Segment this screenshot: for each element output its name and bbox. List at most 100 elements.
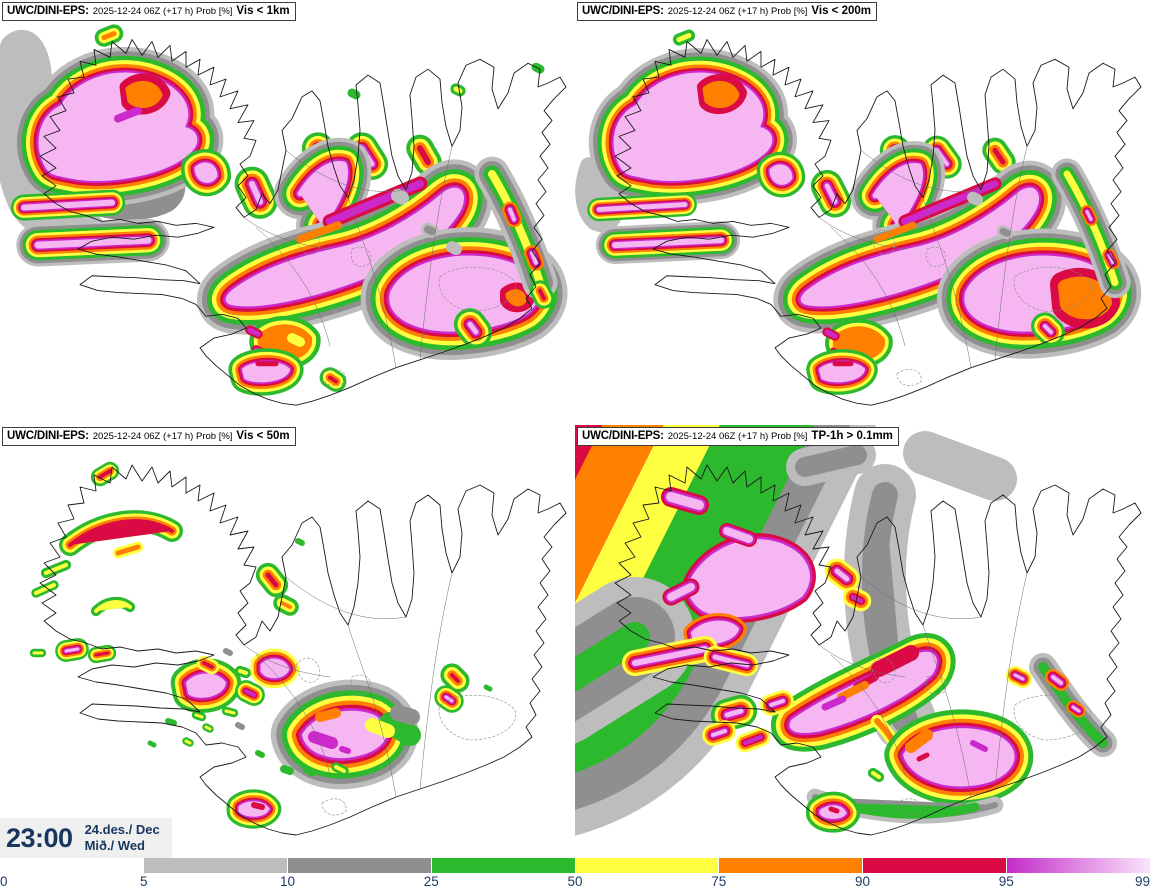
map-panel-vis-200m: UWC/DINI-EPS: 2025-12-24 06Z (+17 h) Pro… <box>575 0 1150 425</box>
region-boundary <box>860 576 982 620</box>
contour-band-p90 <box>871 645 919 677</box>
contour-band-p95 <box>308 731 338 749</box>
colorbar-tick-label: 75 <box>711 874 727 889</box>
model-label: UWC/DINI-EPS: <box>582 430 664 442</box>
colorbar-tick-label: 90 <box>854 874 871 889</box>
contour-band-p50 <box>238 669 248 675</box>
contour-band-p50 <box>44 563 68 575</box>
contour-band-p50 <box>34 583 56 595</box>
contour-band-p99 <box>596 202 688 213</box>
contour-band-p90 <box>992 147 1006 165</box>
contour-band-p75 <box>315 708 341 722</box>
map-panel-tp-1h: UWC/DINI-EPS: 2025-12-24 06Z (+17 h) Pro… <box>575 425 1150 855</box>
variable-label: Vis < 1km <box>236 5 290 17</box>
colorbar-tick-label: 25 <box>423 874 439 889</box>
map-svg-vis-200m <box>575 29 1142 406</box>
region-boundary <box>818 644 906 678</box>
contour-band-p75 <box>115 544 141 556</box>
contour-band-p75 <box>873 221 917 243</box>
colorbar-segment <box>718 858 863 873</box>
glacier-outline <box>295 657 321 683</box>
valid-time-date: 24.des./ Dec Mið./ Wed <box>85 822 160 855</box>
model-label: UWC/DINI-EPS: <box>7 430 89 442</box>
glacier-outline <box>870 657 896 683</box>
glacier-outline <box>1013 266 1092 312</box>
region-boundary <box>243 217 331 250</box>
variable-label: TP-1h > 0.1mm <box>811 430 893 442</box>
glacier-outline <box>925 674 947 695</box>
contour-band-p10 <box>390 705 420 725</box>
probability-field <box>575 425 1117 836</box>
probability-colorbar: 0 5 10 25 50 75 90 95 99 <box>0 857 1150 891</box>
region-boundary <box>347 624 397 798</box>
region-boundary <box>994 146 1028 361</box>
contour-band-p99 <box>1051 675 1063 685</box>
contour-band-p10 <box>795 445 867 477</box>
glacier-outline <box>896 798 922 816</box>
colorbar-labels: 0 5 10 25 50 75 90 95 99 <box>0 874 1150 891</box>
contour-band-p90 <box>202 661 214 669</box>
contour-band-p50 <box>871 771 881 779</box>
contour-band-p90 <box>98 469 112 479</box>
contour-band-p99 <box>667 583 695 601</box>
region-boundary <box>922 197 972 368</box>
run-label: 2025-12-24 06Z (+17 h) Prob [%] <box>92 6 233 17</box>
run-label: 2025-12-24 06Z (+17 h) Prob [%] <box>667 431 808 442</box>
region-boundary <box>285 149 407 192</box>
glacier-outline <box>438 695 517 741</box>
contour-band-p5 <box>446 241 462 255</box>
contour-band-p99 <box>824 183 838 205</box>
panel-title-vis-1km: UWC/DINI-EPS: 2025-12-24 06Z (+17 h) Pro… <box>2 2 296 21</box>
region-boundary <box>347 197 397 368</box>
contour-band-p99 <box>666 492 704 510</box>
region-boundary <box>285 576 407 620</box>
region-boundary <box>255 227 331 347</box>
glacier-outline <box>295 230 321 255</box>
coastline-layer <box>39 464 567 836</box>
contour-band-p99 <box>711 729 727 737</box>
probability-field <box>575 29 1142 395</box>
coastline-layer <box>614 39 1142 406</box>
probability-field <box>29 461 493 829</box>
contour-band-p99 <box>444 695 454 703</box>
iceland-coastline <box>39 39 567 406</box>
contour-band-p99 <box>1043 324 1053 335</box>
region-boundary <box>255 654 331 776</box>
contour-band-p99 <box>186 673 226 698</box>
contour-band-p99 <box>769 699 785 707</box>
region-boundary <box>419 146 453 361</box>
contour-band-p50 <box>287 333 305 347</box>
contour-band-p95 <box>821 695 847 711</box>
contour-band-p10 <box>999 227 1011 237</box>
contour-band-p90 <box>450 673 460 683</box>
colorbar-tick-label: 99 <box>1134 874 1150 889</box>
contour-band-p99 <box>64 647 80 653</box>
contour-band-p75 <box>296 221 342 244</box>
valid-time-clock: 23:00 <box>6 822 73 853</box>
glacier-outline <box>321 798 347 816</box>
contour-band-p25 <box>379 712 421 746</box>
map-panel-vis-50m: UWC/DINI-EPS: 2025-12-24 06Z (+17 h) Pro… <box>0 425 575 855</box>
colorbar-bar <box>0 858 1150 873</box>
contour-band-p50 <box>204 725 212 731</box>
contour-band-p95 <box>114 106 142 123</box>
contour-band-p90 <box>828 806 840 814</box>
contour-band-p5 <box>967 191 983 206</box>
contour-band-p99 <box>903 728 1015 787</box>
contour-band-p99 <box>723 527 753 543</box>
colorbar-segment <box>574 858 719 873</box>
contour-band-p99 <box>297 160 348 228</box>
model-label: UWC/DINI-EPS: <box>582 5 664 17</box>
contour-band-p99 <box>225 187 464 307</box>
coastline-layer <box>614 464 1142 836</box>
valid-time-date-line: 24.des./ Dec <box>84 821 160 837</box>
coastline-layer <box>39 39 567 406</box>
contour-band-p25 <box>483 684 493 692</box>
contour-band-p90 <box>94 651 110 657</box>
glacier-outline <box>350 246 372 267</box>
glacier-outline <box>1013 695 1092 741</box>
contour-band-p99 <box>724 708 744 718</box>
contour-band-p99 <box>612 237 724 249</box>
contour-band-p25 <box>347 88 361 100</box>
iceland-coastline <box>614 464 1142 836</box>
